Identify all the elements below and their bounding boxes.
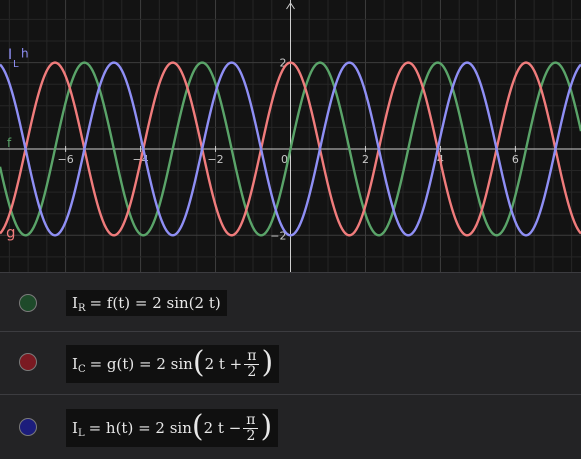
algebra-row-ic[interactable]: I C = g(t) = 2 sin(2 t + π 2) xyxy=(0,331,581,394)
subscript-c: C xyxy=(77,363,86,375)
fraction-denominator: 2 xyxy=(244,363,260,380)
expression-ir[interactable]: I R = f(t) = 2 sin(2 t) xyxy=(66,290,227,316)
definition-f: = f(t) = 2 sin(2 t) xyxy=(89,294,221,312)
x-tick-label: −6 xyxy=(57,153,73,166)
label-g: g xyxy=(6,223,16,241)
visibility-toggle-g[interactable] xyxy=(19,353,37,371)
close-paren: ) xyxy=(260,409,273,444)
y-axis-arrow xyxy=(286,2,295,10)
subscript-l: L xyxy=(77,427,85,439)
x-tick-label: 6 xyxy=(512,153,519,166)
label-h: I xyxy=(8,47,12,63)
x-tick-label: 0 xyxy=(281,153,288,166)
fraction-numerator: π xyxy=(246,411,256,428)
visibility-toggle-h[interactable] xyxy=(19,418,37,436)
close-paren: ) xyxy=(261,345,274,380)
expression-il[interactable]: I L = h(t) = 2 sin(2 t − π 2) xyxy=(66,409,279,447)
expression-ic[interactable]: I C = g(t) = 2 sin(2 t + π 2) xyxy=(66,345,280,383)
open-paren: ( xyxy=(192,345,205,380)
symbol-i: I xyxy=(72,419,78,437)
fraction-numerator: π xyxy=(247,347,257,364)
series-g-line xyxy=(0,61,581,237)
algebra-row-ir[interactable]: I R = f(t) = 2 sin(2 t) xyxy=(0,272,581,331)
fraction-denominator: 2 xyxy=(243,427,259,444)
algebra-view: I R = f(t) = 2 sin(2 t) I C = g(t) = 2 sin(2… xyxy=(0,272,581,459)
symbol-i: I xyxy=(72,355,78,373)
definition-g: = g(t) = 2 sin xyxy=(89,355,193,373)
subscript-r: R xyxy=(77,302,86,314)
visibility-toggle-f[interactable] xyxy=(19,294,37,312)
y-tick-label: −2 xyxy=(270,229,286,242)
label-f: f xyxy=(7,136,12,150)
algebra-row-il[interactable]: I L = h(t) = 2 sin(2 t − π 2) xyxy=(0,394,581,459)
open-paren: ( xyxy=(191,409,204,444)
y-tick-label: 2 xyxy=(280,57,287,70)
series-f-line xyxy=(0,61,581,237)
symbol-i: I xyxy=(72,294,78,312)
label-h-name: h xyxy=(21,46,29,60)
definition-h: = h(t) = 2 sin xyxy=(88,419,192,437)
series-h-line xyxy=(0,61,581,237)
argument-g: 2 t + xyxy=(204,355,243,373)
label-h-subscript: L xyxy=(13,59,19,70)
argument-h: 2 t − xyxy=(203,419,242,437)
x-tick-label: −2 xyxy=(207,153,223,166)
x-tick-label: 2 xyxy=(362,153,369,166)
